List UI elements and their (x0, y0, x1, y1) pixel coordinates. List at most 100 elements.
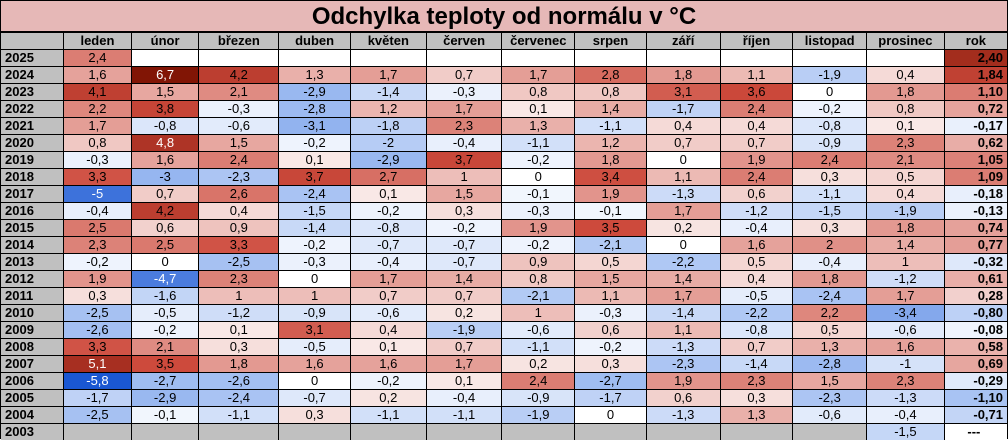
anomaly-cell: 1,7 (350, 67, 426, 84)
anomaly-cell: 1,3 (279, 67, 351, 84)
anomaly-cell (199, 50, 279, 67)
anomaly-cell: 1,7 (64, 118, 132, 135)
anomaly-cell: -2,9 (350, 152, 426, 169)
anomaly-cell: 6,7 (131, 67, 199, 84)
column-header: leden (64, 33, 132, 50)
anomaly-cell: -1,1 (199, 407, 279, 424)
anomaly-cell: -0,8 (131, 118, 199, 135)
anomaly-cell: 0 (575, 407, 647, 424)
anomaly-cell: 0,3 (64, 288, 132, 305)
anomaly-cell: -1,1 (793, 186, 867, 203)
anomaly-cell: 2,3 (64, 237, 132, 254)
anomaly-cell: -1 (867, 356, 945, 373)
anomaly-cell: 0,4 (646, 118, 720, 135)
year-row: 2003-1,5--- (1, 424, 1007, 440)
anomaly-cell: 1 (199, 288, 279, 305)
anomaly-cell: 1,5 (793, 373, 867, 390)
anomaly-cell: -2,2 (720, 305, 793, 322)
anomaly-cell: 1,6 (131, 152, 199, 169)
column-header: prosinec (867, 33, 945, 50)
anomaly-cell (426, 424, 502, 440)
column-header: únor (131, 33, 199, 50)
anomaly-cell: 1,8 (575, 152, 647, 169)
anomaly-cell: 0,6 (646, 390, 720, 407)
anomaly-cell: 1,8 (199, 356, 279, 373)
anomaly-cell: 0,1 (350, 186, 426, 203)
anomaly-cell: 2 (793, 237, 867, 254)
anomaly-cell: 1,7 (426, 356, 502, 373)
anomaly-cell: -0,7 (350, 237, 426, 254)
anomaly-cell: -0,3 (64, 152, 132, 169)
year-label: 2022 (1, 101, 64, 118)
anomaly-cell: -2,4 (279, 186, 351, 203)
anomaly-cell: 1,8 (867, 84, 945, 101)
annual-anomaly-cell: -0,17 (944, 118, 1007, 135)
anomaly-cell: 1,4 (867, 237, 945, 254)
anomaly-cell: -0,2 (426, 220, 502, 237)
anomaly-cell: -2,5 (199, 254, 279, 271)
anomaly-cell: 1,1 (646, 169, 720, 186)
anomaly-cell: -0,4 (867, 407, 945, 424)
anomaly-cell: 0,2 (426, 305, 502, 322)
anomaly-cell: -0,5 (279, 339, 351, 356)
anomaly-cell: 2,3 (867, 135, 945, 152)
column-header: březen (199, 33, 279, 50)
anomaly-cell: -1,2 (199, 305, 279, 322)
anomaly-cell: 0,4 (867, 67, 945, 84)
anomaly-cell: 0,9 (502, 254, 575, 271)
anomaly-cell: -3,1 (279, 118, 351, 135)
annual-anomaly-cell: 0,28 (944, 288, 1007, 305)
anomaly-cell: -2,1 (575, 237, 647, 254)
anomaly-cell: -0,1 (502, 186, 575, 203)
anomaly-cell: -2,3 (793, 390, 867, 407)
anomaly-cell: -0,7 (279, 390, 351, 407)
anomaly-cell: -0,1 (575, 203, 647, 220)
anomaly-cell: -1,7 (646, 101, 720, 118)
anomaly-cell: -1,9 (502, 407, 575, 424)
anomaly-cell: 1,1 (646, 322, 720, 339)
annual-anomaly-cell: 1,10 (944, 84, 1007, 101)
anomaly-cell: 0,7 (426, 67, 502, 84)
anomaly-cell: -0,3 (502, 203, 575, 220)
anomaly-cell: -0,7 (426, 237, 502, 254)
column-header: květen (350, 33, 426, 50)
anomaly-cell: 3,3 (64, 339, 132, 356)
annual-anomaly-cell: 1,05 (944, 152, 1007, 169)
anomaly-cell: 0,2 (350, 390, 426, 407)
anomaly-cell: 2,5 (131, 237, 199, 254)
anomaly-cell: -1,2 (720, 203, 793, 220)
anomaly-cell: 1,7 (426, 101, 502, 118)
anomaly-cell: 0,2 (646, 220, 720, 237)
anomaly-cell (350, 50, 426, 67)
anomaly-cell: 1,8 (646, 67, 720, 84)
year-label: 2014 (1, 237, 64, 254)
anomaly-cell (720, 424, 793, 440)
anomaly-cell: -2,3 (199, 169, 279, 186)
anomaly-cell: 3,4 (575, 169, 647, 186)
anomaly-cell: -0,3 (426, 84, 502, 101)
anomaly-cell: 1,6 (867, 339, 945, 356)
anomaly-cell: -1,3 (646, 407, 720, 424)
column-header: červen (426, 33, 502, 50)
anomaly-cell (426, 50, 502, 67)
anomaly-cell: -1,4 (279, 220, 351, 237)
anomaly-cell: -1,3 (646, 339, 720, 356)
anomaly-cell: 0,8 (575, 84, 647, 101)
anomaly-cell: 3,7 (279, 169, 351, 186)
anomaly-cell: -2 (350, 135, 426, 152)
anomaly-cell: -5 (64, 186, 132, 203)
anomaly-cell: 0 (646, 237, 720, 254)
year-label: 2018 (1, 169, 64, 186)
anomaly-cell: -0,9 (279, 305, 351, 322)
anomaly-cell: -1,1 (502, 339, 575, 356)
annual-anomaly-cell: 0,74 (944, 220, 1007, 237)
anomaly-cell: 0,5 (867, 169, 945, 186)
year-label: 2020 (1, 135, 64, 152)
